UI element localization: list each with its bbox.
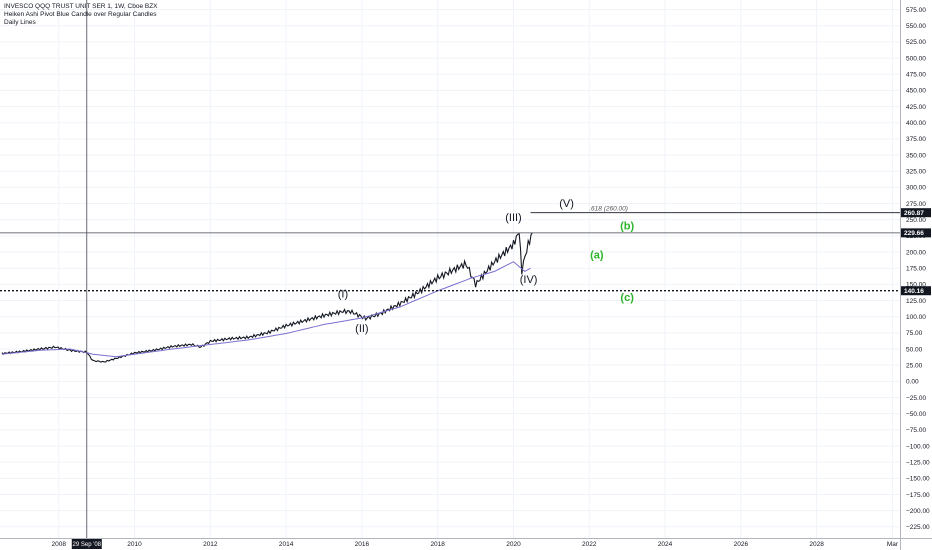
wave-label[interactable]: (III) bbox=[505, 212, 522, 224]
y-tick-label: 575.00 bbox=[906, 7, 926, 14]
fib-price-tag: 260.87 bbox=[904, 210, 924, 217]
current-price-tag: 229.66 bbox=[904, 230, 924, 237]
chart-legend: INVESCO QQQ TRUST UNIT SER 1, 1W, Cboe B… bbox=[4, 3, 158, 27]
y-tick-label: 75.00 bbox=[906, 330, 923, 337]
x-tick-label: 2008 bbox=[52, 541, 67, 548]
wave-label[interactable]: (b) bbox=[620, 220, 634, 232]
moving-average-line bbox=[1, 261, 531, 358]
y-tick-label: 475.00 bbox=[906, 72, 926, 79]
x-tick-label: 2016 bbox=[355, 541, 370, 548]
y-tick-label: −150.00 bbox=[906, 476, 930, 483]
y-tick-label: 150.00 bbox=[906, 282, 926, 289]
y-tick-label: 500.00 bbox=[906, 55, 926, 62]
y-tick-label: 50.00 bbox=[906, 346, 923, 353]
wave-label[interactable]: (a) bbox=[590, 250, 604, 262]
y-tick-label: 350.00 bbox=[906, 152, 926, 159]
x-tick-label: 2028 bbox=[809, 541, 824, 548]
y-tick-label: −125.00 bbox=[906, 459, 930, 466]
x-tick-label: 2018 bbox=[430, 541, 445, 548]
y-tick-label: 0.00 bbox=[906, 379, 919, 386]
x-tick-label: 2010 bbox=[127, 541, 142, 548]
x-tick-label: 2026 bbox=[734, 541, 749, 548]
x-tick-label: 2014 bbox=[279, 541, 294, 548]
y-tick-label: 100.00 bbox=[906, 314, 926, 321]
y-tick-label: 250.00 bbox=[906, 217, 926, 224]
fib-618-label: .618 (260.00) bbox=[589, 206, 628, 213]
wave-label[interactable]: (V) bbox=[559, 198, 574, 210]
y-tick-label: −200.00 bbox=[906, 508, 930, 515]
y-tick-label: −75.00 bbox=[906, 427, 926, 434]
wave-label[interactable]: (c) bbox=[620, 292, 634, 304]
indicator-title[interactable]: Heiken Ashi Pivot Blue Candle over Regul… bbox=[4, 11, 157, 18]
fib-price-tag-bg bbox=[901, 208, 931, 218]
y-tick-label: −225.00 bbox=[906, 524, 930, 531]
x-tick-label: 2022 bbox=[582, 541, 597, 548]
y-tick-label: 125.00 bbox=[906, 298, 926, 305]
y-tick-label: −100.00 bbox=[906, 443, 930, 450]
x-tick-label: 2020 bbox=[506, 541, 521, 548]
x-tick-label: 2012 bbox=[203, 541, 218, 548]
y-tick-label: 275.00 bbox=[906, 201, 926, 208]
y-tick-label: 400.00 bbox=[906, 120, 926, 127]
y-tick-label: 25.00 bbox=[906, 362, 923, 369]
y-tick-label: −50.00 bbox=[906, 411, 926, 418]
symbol-title[interactable]: INVESCO QQQ TRUST UNIT SER 1, 1W, Cboe B… bbox=[4, 3, 158, 10]
current-price-tag-bg bbox=[901, 228, 931, 238]
crosshair-date-tag-bg bbox=[71, 539, 102, 549]
lines-title[interactable]: Daily Lines bbox=[4, 19, 36, 26]
y-tick-label: 200.00 bbox=[906, 249, 926, 256]
y-tick-label: 325.00 bbox=[906, 169, 926, 176]
price-series-line bbox=[1, 232, 533, 363]
wave-label[interactable]: (IV) bbox=[520, 274, 538, 286]
wave-label[interactable]: (I) bbox=[338, 288, 348, 300]
wave-label[interactable]: (II) bbox=[355, 323, 368, 335]
y-tick-label: 425.00 bbox=[906, 104, 926, 111]
y-tick-label: −175.00 bbox=[906, 492, 930, 499]
y-tick-label: 450.00 bbox=[906, 88, 926, 95]
y-tick-label: 525.00 bbox=[906, 39, 926, 46]
y-tick-label: 550.00 bbox=[906, 23, 926, 30]
y-tick-label: 175.00 bbox=[906, 266, 926, 273]
dotted-price-tag-bg bbox=[901, 286, 931, 296]
y-tick-label: 375.00 bbox=[906, 136, 926, 143]
y-tick-label: 300.00 bbox=[906, 185, 926, 192]
crosshair-date-tag: 29 Sep '08 bbox=[73, 542, 102, 548]
y-tick-label: −25.00 bbox=[906, 395, 926, 402]
dotted-price-tag: 140.16 bbox=[904, 288, 924, 295]
x-tick-label: Mar bbox=[887, 541, 899, 548]
x-tick-label: 2024 bbox=[658, 541, 673, 548]
